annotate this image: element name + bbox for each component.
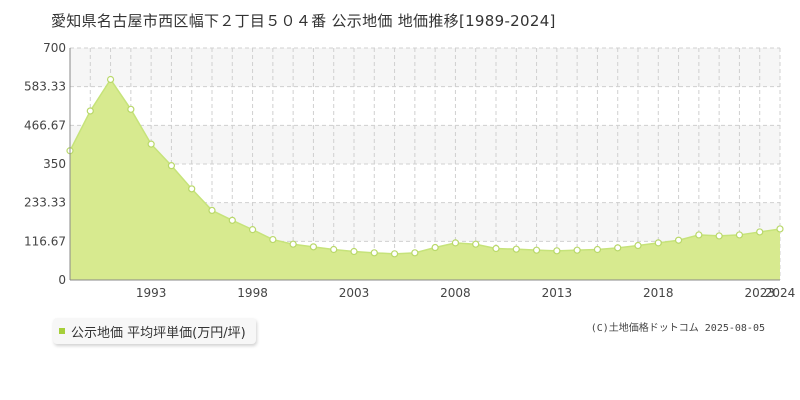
data-point [532, 246, 541, 254]
data-point [248, 226, 257, 234]
data-point [472, 240, 480, 248]
axes [69, 48, 780, 281]
data-point [492, 244, 500, 253]
data-point [106, 75, 115, 84]
data-point [654, 239, 662, 247]
data-point [228, 216, 236, 224]
y-tick-label: 116.67 [24, 234, 66, 248]
legend-label: 公示地価 平均坪単価(万円/坪) [71, 325, 246, 341]
chart-title: 愛知県名古屋市西区幅下２丁目５０４番 公示地価 地価推移[1989-2024] [51, 12, 556, 30]
legend-marker [59, 328, 65, 334]
data-point [370, 249, 378, 257]
data-point [147, 140, 155, 148]
data-point [390, 250, 399, 258]
data-point [188, 185, 196, 193]
copyright-credit: (C)土地価格ドットコム 2025-08-05 [590, 323, 765, 334]
x-tick-label: 2018 [643, 286, 674, 300]
data-point [573, 246, 581, 254]
x-tick-label: 2024 [765, 286, 796, 300]
data-point [735, 231, 744, 239]
y-tick-label: 700 [43, 41, 66, 55]
y-tick-label: 0 [58, 273, 66, 287]
data-point [451, 239, 460, 247]
data-point [776, 225, 784, 233]
data-point [350, 247, 358, 256]
y-tick-label: 466.67 [24, 118, 66, 132]
data-point [86, 107, 94, 115]
data-point [634, 241, 642, 250]
data-point [593, 245, 602, 254]
data-point [553, 247, 561, 255]
data-point [208, 206, 216, 214]
data-point [330, 245, 338, 254]
data-point [512, 245, 520, 253]
y-tick-label: 233.33 [24, 196, 66, 210]
x-tick-label: 1993 [136, 286, 167, 300]
x-tick-label: 2023 [744, 286, 775, 300]
legend: 公示地価 平均坪単価(万円/坪) [53, 318, 256, 344]
x-tick-label: 2003 [339, 286, 370, 300]
grid-band [70, 125, 780, 164]
data-point [695, 231, 703, 239]
x-tick-label: 2008 [440, 286, 471, 300]
data-point [431, 243, 439, 252]
data-point [127, 105, 135, 113]
x-tick-label: 2013 [542, 286, 573, 300]
data-point [167, 162, 176, 170]
grid-band [70, 48, 780, 87]
data-point [269, 235, 277, 244]
x-tick-label: 1998 [237, 286, 268, 300]
data-point [309, 243, 318, 251]
data-point [674, 236, 683, 244]
data-point [614, 244, 622, 252]
series-area [70, 79, 780, 281]
data-point [715, 232, 723, 240]
series-markers [66, 75, 784, 258]
data-point [411, 249, 419, 257]
y-tick-labels: 0 116.67 233.33 350 466.67 583.33 700 [24, 41, 66, 287]
data-point [756, 228, 764, 236]
data-point [289, 240, 297, 248]
y-tick-label: 350 [43, 157, 66, 171]
y-tick-label: 583.33 [24, 80, 66, 94]
